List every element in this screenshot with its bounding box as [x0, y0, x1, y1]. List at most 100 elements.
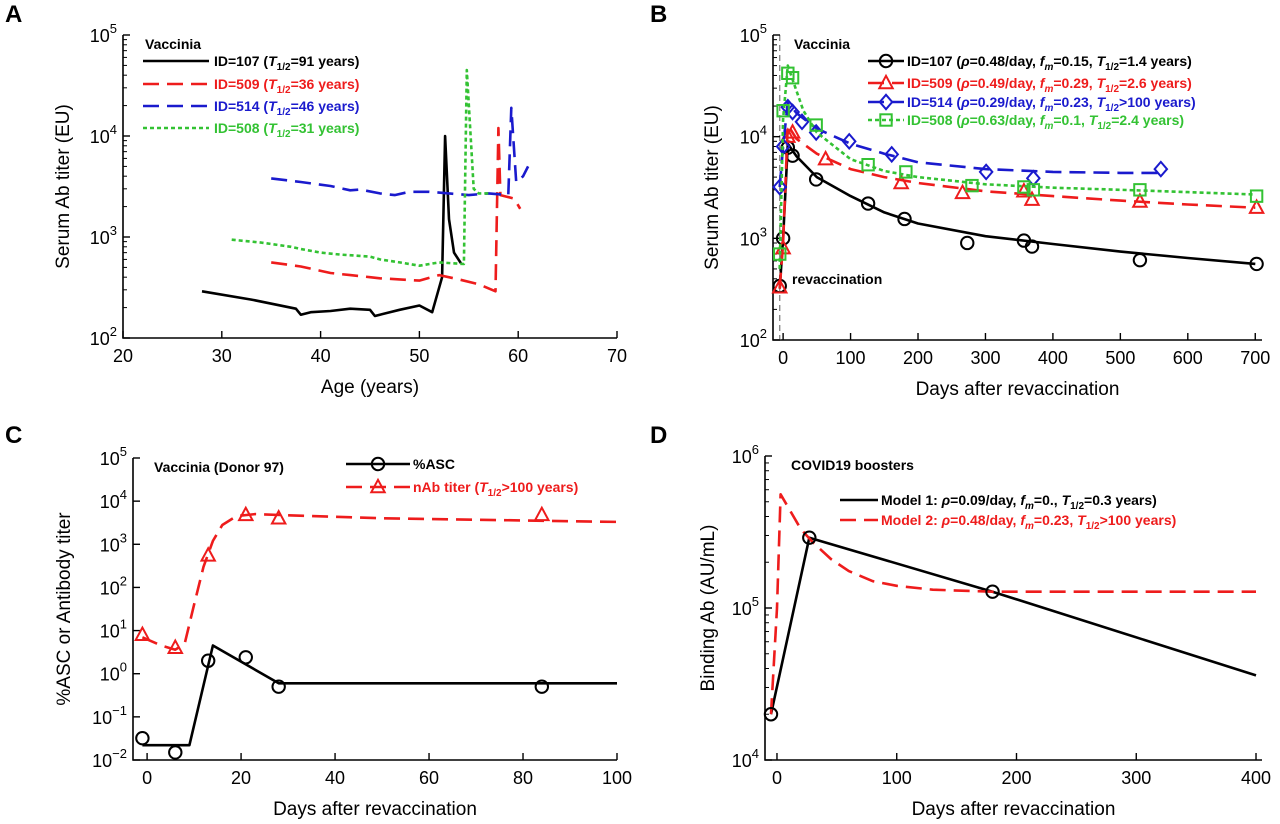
legend-fm-symbol: f	[1040, 53, 1046, 69]
panel-d-x-axis-label: Days after revaccination	[912, 799, 1116, 820]
panel-a-legend-entry: ID=509 (T1/2=36 years)	[214, 76, 359, 96]
panel-b-data-point	[784, 123, 801, 139]
legend-rho-symbol: ρ	[941, 512, 951, 528]
panel-a-x-tick-label: 60	[508, 346, 528, 366]
panel-b-data-point	[809, 118, 823, 132]
panel-c-y-tick-base: 10	[100, 622, 120, 642]
legend-paren: (	[260, 76, 269, 92]
panel-c-data-point	[135, 731, 150, 746]
panel-c-legend-marker	[369, 477, 387, 494]
panel-d-annotation: COVID19 boosters	[791, 457, 914, 473]
panel-b-data-point	[1132, 252, 1148, 268]
panel-b-data-point	[808, 172, 824, 187]
legend-fm-value: =0.29,	[1053, 75, 1096, 91]
panel-b-x-tick-label: 300	[970, 348, 1000, 368]
legend-half-life-subscript: 1/2	[1086, 521, 1100, 532]
legend-half-life-value: =31 years)	[291, 120, 360, 136]
panel-b-data-point	[897, 211, 912, 227]
panel-c-y-tick-label: 10−1	[92, 703, 127, 728]
legend-half-life-subscript: 1/2	[1105, 84, 1119, 95]
panel-d-x-tick-label: 300	[1121, 768, 1151, 788]
legend-name: %ASC	[413, 456, 455, 472]
panel-c-data-point	[166, 638, 184, 654]
legend-half-life-subscript: 1/2	[488, 488, 502, 499]
panel-b-data-point	[1133, 183, 1147, 197]
legend-half-life-symbol: T	[268, 98, 278, 114]
panel-d-data-point	[763, 707, 779, 722]
legend-half-life-value: =1.4 years)	[1119, 53, 1192, 69]
legend-half-life-value: =36 years)	[291, 76, 360, 92]
panel-c-y-tick-base: 10	[92, 751, 112, 771]
legend-paren: (	[953, 94, 962, 110]
panel-b-data-point	[773, 247, 787, 261]
panel-c-y-tick-base: 10	[100, 578, 120, 598]
panel-b-data-point	[772, 178, 788, 196]
panel-a-y-axis-label: Serum Ab titer (EU)	[53, 104, 74, 269]
legend-paren: (	[953, 53, 962, 69]
panel-b-fit-line	[778, 123, 1256, 289]
panel-b-data-point	[1249, 189, 1264, 203]
panel-c-data-point	[533, 505, 551, 522]
panel-c-x-tick-label: 0	[142, 768, 152, 788]
legend-half-life-value: =2.4 years)	[1111, 112, 1184, 128]
panel-b-y-tick-exp: 5	[760, 21, 767, 36]
legend-rho-symbol: ρ	[960, 75, 970, 91]
legend-rho-symbol: ρ	[960, 112, 970, 128]
legend-id: ID=508	[907, 112, 953, 128]
legend-fm-value: =0.23,	[1053, 94, 1096, 110]
legend-fm-value: =0.1,	[1053, 112, 1088, 128]
panel-b-y-tick-base: 10	[740, 229, 760, 249]
panel-a-legend-entry: ID=508 (T1/2=31 years)	[214, 120, 359, 140]
panel-a-y-tick-label: 103	[90, 223, 117, 248]
legend-id: ID=514	[214, 98, 260, 114]
panel-c-data-point	[270, 509, 288, 525]
legend-half-life-symbol: T	[1089, 112, 1099, 128]
panel-c-y-tick-base: 10	[100, 535, 120, 555]
panel-a-y-tick-label: 104	[90, 122, 117, 147]
panel-b-data-point	[776, 104, 790, 118]
panel-d-x-tick-label: 200	[1001, 768, 1031, 788]
panel-b-legend-entry: ID=509 (ρ=0.49/day, fm=0.29, T1/2=2.6 ye…	[907, 75, 1192, 95]
legend-fm-subscript: m	[1044, 84, 1053, 95]
legend-fm-symbol: f	[1040, 94, 1046, 110]
panel-a-x-tick-label: 20	[113, 346, 133, 366]
panel-c-legend-entry: nAb titer (T1/2>100 years)	[413, 479, 578, 499]
panel-b-legend-marker	[879, 113, 893, 127]
panel-b-legend-marker	[877, 73, 895, 90]
panel-c-axes	[132, 458, 617, 761]
panel-d-x-tick-label: 100	[882, 768, 912, 788]
panel-d-y-tick-exp: 4	[752, 746, 759, 761]
legend-fm-symbol: f	[1040, 112, 1046, 128]
legend-rho-value: =0.29/day,	[970, 94, 1040, 110]
panel-b-revaccination-label: revaccination	[792, 271, 882, 287]
legend-half-life-value: =46 years)	[291, 98, 360, 114]
panel-b-legend-entry: ID=107 (ρ=0.48/day, fm=0.15, T1/2=1.4 ye…	[907, 53, 1192, 73]
panel-b-x-tick-label: 100	[836, 348, 866, 368]
panel-d-y-tick-exp: 6	[752, 442, 759, 457]
legend-rho-symbol: ρ	[960, 53, 970, 69]
panel-b-data-point	[899, 165, 913, 179]
panel-b-x-tick-label: 0	[778, 348, 788, 368]
panel-b-data-point	[1131, 192, 1149, 208]
panel-a-series-line-id-508	[231, 68, 489, 267]
panel-b-y-tick-base: 10	[740, 331, 760, 351]
panel-d-fit-line	[769, 493, 1256, 715]
panel-b-y-tick-exp: 2	[760, 326, 767, 341]
legend-fm-value: =0.15,	[1053, 53, 1096, 69]
legend-fm-subscript: m	[1025, 521, 1034, 532]
panel-c-letter: C	[5, 422, 22, 449]
legend-half-life-symbol: T	[268, 120, 278, 136]
panel-c-data-point	[271, 679, 286, 694]
legend-id: ID=508	[214, 120, 260, 136]
panel-c-data-point	[238, 650, 253, 665]
panel-a-legend-entry: ID=514 (T1/2=46 years)	[214, 98, 359, 118]
legend-name: nAb titer (	[413, 479, 479, 495]
legend-fm-subscript: m	[1044, 103, 1053, 114]
panel-b: B0 100 200 300 400 500 600 700102103104105Days …	[650, 1, 1270, 400]
panel-c-x-tick-label: 100	[602, 768, 632, 788]
panel-b-y-tick-label: 102	[740, 326, 767, 351]
panel-b-x-axis-label: Days after revaccination	[916, 379, 1120, 400]
panel-c-data-point	[199, 546, 217, 562]
panel-b-data-point	[892, 173, 910, 190]
legend-half-life-subscript: 1/2	[1070, 501, 1084, 512]
